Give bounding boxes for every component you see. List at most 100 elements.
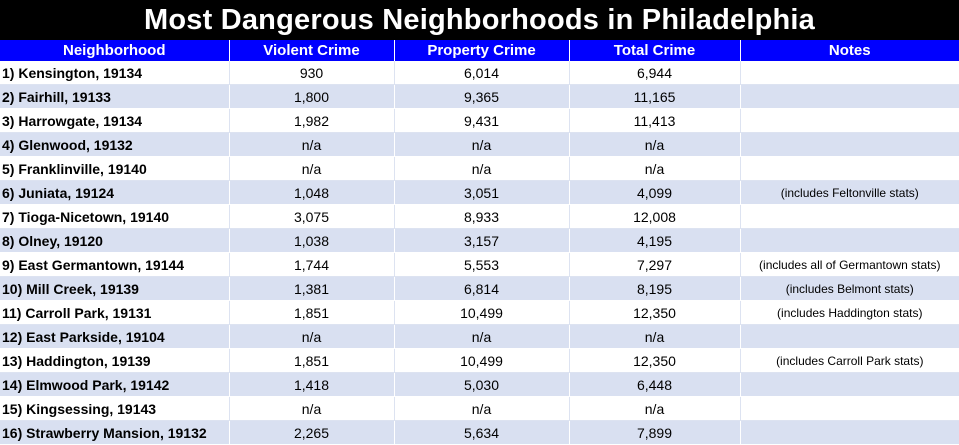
cell-total-crime: 8,195 — [569, 276, 741, 301]
cell-notes — [740, 372, 959, 397]
cell-notes: (includes Carroll Park stats) — [740, 348, 959, 373]
page-title: Most Dangerous Neighborhoods in Philadel… — [0, 0, 959, 40]
cell-notes: (includes Belmont stats) — [740, 276, 959, 301]
crime-table: Neighborhood Violent Crime Property Crim… — [0, 40, 959, 445]
cell-notes: (includes all of Germantown stats) — [740, 252, 959, 277]
table-row: 9) East Germantown, 19144 1,744 5,553 7,297… — [0, 252, 959, 277]
cell-total-crime: 4,195 — [569, 228, 741, 253]
cell-notes — [740, 420, 959, 445]
table-row: 5) Franklinville, 19140 n/a n/a n/a — [0, 156, 959, 181]
cell-total-crime: 12,008 — [569, 204, 741, 229]
cell-property-crime: n/a — [394, 156, 570, 181]
cell-notes — [740, 324, 959, 349]
cell-total-crime: 12,350 — [569, 300, 741, 325]
table-row: 10) Mill Creek, 19139 1,381 6,814 8,195 (inc… — [0, 276, 959, 301]
table-row: 8) Olney, 19120 1,038 3,157 4,195 — [0, 228, 959, 253]
cell-neighborhood: 4) Glenwood, 19132 — [0, 132, 230, 157]
cell-violent-crime: 1,381 — [229, 276, 395, 301]
table-row: 12) East Parkside, 19104 n/a n/a n/a — [0, 324, 959, 349]
cell-property-crime: 5,553 — [394, 252, 570, 277]
cell-property-crime: n/a — [394, 396, 570, 421]
cell-violent-crime: n/a — [229, 132, 395, 157]
cell-total-crime: n/a — [569, 132, 741, 157]
cell-property-crime: 3,051 — [394, 180, 570, 205]
cell-violent-crime: 1,982 — [229, 108, 395, 133]
cell-property-crime: 6,814 — [394, 276, 570, 301]
cell-neighborhood: 16) Strawberry Mansion, 19132 — [0, 420, 230, 445]
cell-property-crime: n/a — [394, 132, 570, 157]
cell-total-crime: 7,297 — [569, 252, 741, 277]
cell-total-crime: 6,448 — [569, 372, 741, 397]
table-row: 14) Elmwood Park, 19142 1,418 5,030 6,448 — [0, 372, 959, 397]
cell-violent-crime: 2,265 — [229, 420, 395, 445]
cell-neighborhood: 12) East Parkside, 19104 — [0, 324, 230, 349]
cell-neighborhood: 13) Haddington, 19139 — [0, 348, 230, 373]
cell-property-crime: 9,365 — [394, 84, 570, 109]
column-header-neighborhood: Neighborhood — [0, 40, 230, 61]
cell-notes — [740, 61, 959, 85]
column-header-total-crime: Total Crime — [569, 40, 741, 61]
cell-total-crime: 11,165 — [569, 84, 741, 109]
cell-notes: (includes Feltonville stats) — [740, 180, 959, 205]
table-header: Neighborhood Violent Crime Property Crim… — [0, 40, 959, 61]
cell-neighborhood: 9) East Germantown, 19144 — [0, 252, 230, 277]
cell-violent-crime: 1,418 — [229, 372, 395, 397]
cell-neighborhood: 3) Harrowgate, 19134 — [0, 108, 230, 133]
cell-total-crime: n/a — [569, 156, 741, 181]
cell-violent-crime: 1,851 — [229, 348, 395, 373]
cell-neighborhood: 10) Mill Creek, 19139 — [0, 276, 230, 301]
cell-total-crime: 6,944 — [569, 61, 741, 85]
cell-violent-crime: n/a — [229, 156, 395, 181]
cell-neighborhood: 7) Tioga-Nicetown, 19140 — [0, 204, 230, 229]
cell-neighborhood: 1) Kensington, 19134 — [0, 61, 230, 85]
cell-property-crime: 8,933 — [394, 204, 570, 229]
header-row: Neighborhood Violent Crime Property Crim… — [0, 40, 959, 61]
cell-property-crime: 3,157 — [394, 228, 570, 253]
cell-property-crime: 5,634 — [394, 420, 570, 445]
cell-property-crime: 5,030 — [394, 372, 570, 397]
table-row: 15) Kingsessing, 19143 n/a n/a n/a — [0, 396, 959, 421]
cell-notes — [740, 156, 959, 181]
cell-violent-crime: n/a — [229, 396, 395, 421]
cell-neighborhood: 6) Juniata, 19124 — [0, 180, 230, 205]
cell-notes — [740, 84, 959, 109]
cell-violent-crime: 930 — [229, 61, 395, 85]
cell-total-crime: n/a — [569, 324, 741, 349]
column-header-notes: Notes — [740, 40, 959, 61]
cell-notes — [740, 132, 959, 157]
cell-property-crime: n/a — [394, 324, 570, 349]
cell-neighborhood: 8) Olney, 19120 — [0, 228, 230, 253]
cell-neighborhood: 2) Fairhill, 19133 — [0, 84, 230, 109]
cell-notes — [740, 396, 959, 421]
table-row: 4) Glenwood, 19132 n/a n/a n/a — [0, 132, 959, 157]
cell-total-crime: n/a — [569, 396, 741, 421]
table-row: 13) Haddington, 19139 1,851 10,499 12,350 (i… — [0, 348, 959, 373]
cell-total-crime: 11,413 — [569, 108, 741, 133]
column-header-property-crime: Property Crime — [394, 40, 570, 61]
cell-violent-crime: 1,851 — [229, 300, 395, 325]
cell-neighborhood: 11) Carroll Park, 19131 — [0, 300, 230, 325]
cell-neighborhood: 5) Franklinville, 19140 — [0, 156, 230, 181]
column-header-violent-crime: Violent Crime — [229, 40, 395, 61]
cell-neighborhood: 14) Elmwood Park, 19142 — [0, 372, 230, 397]
table-row: 11) Carroll Park, 19131 1,851 10,499 12,350… — [0, 300, 959, 325]
table-row: 3) Harrowgate, 19134 1,982 9,431 11,413 — [0, 108, 959, 133]
cell-violent-crime: 1,038 — [229, 228, 395, 253]
cell-violent-crime: 1,744 — [229, 252, 395, 277]
cell-property-crime: 10,499 — [394, 348, 570, 373]
table-row: 7) Tioga-Nicetown, 19140 3,075 8,933 12,008 — [0, 204, 959, 229]
cell-neighborhood: 15) Kingsessing, 19143 — [0, 396, 230, 421]
cell-violent-crime: 1,800 — [229, 84, 395, 109]
cell-notes — [740, 108, 959, 133]
table-row: 2) Fairhill, 19133 1,800 9,365 11,165 — [0, 84, 959, 109]
cell-notes — [740, 228, 959, 253]
cell-notes: (includes Haddington stats) — [740, 300, 959, 325]
table-row: 1) Kensington, 19134 930 6,014 6,944 — [0, 61, 959, 85]
cell-total-crime: 12,350 — [569, 348, 741, 373]
cell-property-crime: 10,499 — [394, 300, 570, 325]
cell-violent-crime: 1,048 — [229, 180, 395, 205]
table-row: 16) Strawberry Mansion, 19132 2,265 5,634 7… — [0, 420, 959, 445]
cell-total-crime: 4,099 — [569, 180, 741, 205]
table-body: 1) Kensington, 19134 930 6,014 6,944 2) Fair… — [0, 61, 959, 445]
cell-total-crime: 7,899 — [569, 420, 741, 445]
